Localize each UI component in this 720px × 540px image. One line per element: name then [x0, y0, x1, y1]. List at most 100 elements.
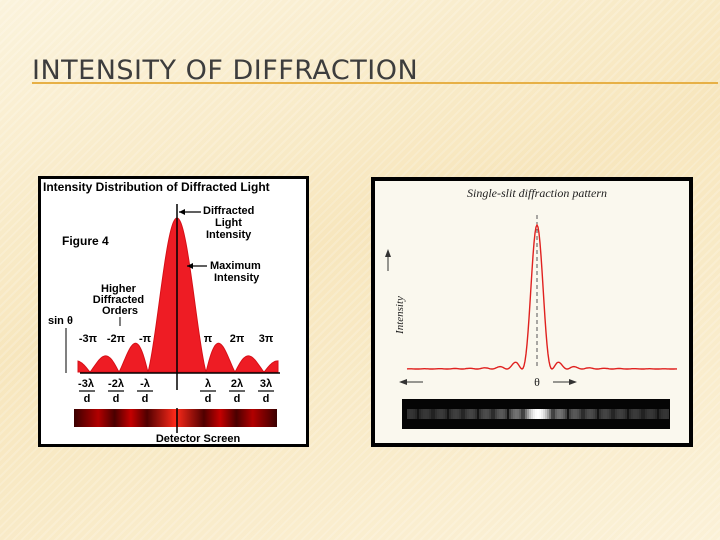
photo-band — [661, 409, 663, 419]
photo-band — [483, 409, 485, 419]
photo-band — [655, 409, 657, 419]
photo-band — [545, 409, 547, 419]
photo-band — [501, 409, 503, 419]
photo-band — [515, 409, 517, 419]
photo-band — [525, 409, 527, 419]
photo-band — [583, 409, 585, 419]
photo-band — [443, 409, 445, 419]
photo-band — [427, 409, 429, 419]
photo-band — [533, 409, 535, 419]
photo-band — [569, 409, 571, 419]
right-figure-title: Single-slit diffraction pattern — [467, 186, 607, 200]
arrowhead-icon — [187, 263, 193, 269]
photo-band — [607, 409, 609, 419]
photo-band — [445, 409, 447, 419]
photo-band — [565, 409, 567, 419]
diffraction-intensity-svg: Intensity Distribution of Diffracted Lig… — [41, 179, 306, 445]
photo-band — [595, 409, 597, 419]
photo-band — [479, 409, 481, 419]
photo-band — [417, 409, 419, 419]
photo-band — [537, 409, 539, 419]
photo-band — [437, 409, 439, 419]
photo-band — [451, 409, 453, 419]
photo-band — [485, 409, 487, 419]
photo-band — [657, 409, 659, 419]
photo-band — [639, 409, 641, 419]
photo-band — [447, 409, 449, 419]
diffracted-intensity-label: Diffracted Light Intensity — [203, 205, 257, 241]
phase-label: -2π — [107, 333, 126, 345]
photo-band — [559, 409, 561, 419]
photo-band — [621, 409, 623, 419]
photo-pattern-bands — [407, 409, 669, 419]
photo-band — [461, 409, 463, 419]
photo-band — [667, 409, 669, 419]
photo-band — [641, 409, 643, 419]
photo-band — [503, 409, 505, 419]
y-axis-label: Intensity — [394, 296, 406, 335]
photo-band — [625, 409, 627, 419]
photo-band — [411, 409, 413, 419]
photo-band — [609, 409, 611, 419]
photo-band — [489, 409, 491, 419]
photo-band — [505, 409, 507, 419]
photo-band — [561, 409, 563, 419]
photo-band — [555, 409, 557, 419]
photo-band — [453, 409, 455, 419]
photo-band — [469, 409, 471, 419]
photo-band — [643, 409, 645, 419]
photo-band — [603, 409, 605, 419]
photo-band — [491, 409, 493, 419]
photo-band — [571, 409, 573, 419]
photo-band — [535, 409, 537, 419]
photo-band — [563, 409, 565, 419]
photo-band — [499, 409, 501, 419]
lambda-numerator: λ — [205, 378, 211, 390]
photo-band — [547, 409, 549, 419]
photo-band — [407, 409, 409, 419]
photo-band — [573, 409, 575, 419]
photo-band — [523, 409, 525, 419]
detector-screen-strip — [74, 409, 277, 427]
phase-label: 2π — [230, 333, 245, 345]
photo-band — [449, 409, 451, 419]
photo-band — [611, 409, 613, 419]
lambda-denominator: d — [142, 393, 149, 405]
photo-band — [549, 409, 551, 419]
photo-band — [517, 409, 519, 419]
photo-band — [459, 409, 461, 419]
y-axis-arrow-icon — [385, 249, 391, 257]
photo-band — [527, 409, 529, 419]
photo-band — [543, 409, 545, 419]
photo-band — [507, 409, 509, 419]
arrowhead-icon — [179, 209, 185, 215]
photo-band — [521, 409, 523, 419]
photo-band — [599, 409, 601, 419]
photo-band — [541, 409, 543, 419]
photo-band — [629, 409, 631, 419]
x-axis-right-arrow-icon — [569, 379, 577, 385]
photo-band — [487, 409, 489, 419]
photo-band — [431, 409, 433, 419]
figure-label: Figure 4 — [62, 234, 109, 248]
photo-band — [651, 409, 653, 419]
photo-band — [531, 409, 533, 419]
lambda-denominator: d — [84, 393, 91, 405]
photo-band — [591, 409, 593, 419]
photo-band — [577, 409, 579, 419]
photo-band — [665, 409, 667, 419]
slide-title: INTENSITY OF DIFFRACTION — [32, 55, 419, 86]
sin-theta-label: sin θ — [48, 315, 73, 327]
photo-band — [539, 409, 541, 419]
phase-label: π — [204, 333, 213, 345]
photo-band — [579, 409, 581, 419]
photo-band — [647, 409, 649, 419]
photo-band — [645, 409, 647, 419]
photo-band — [421, 409, 423, 419]
x-axis-label: θ — [534, 375, 540, 389]
single-slit-pattern-svg: Single-slit diffraction pattern Intensit… — [375, 181, 689, 443]
max-intensity-label: Maximum Intensity — [210, 260, 264, 284]
photo-band — [457, 409, 459, 419]
photo-band — [415, 409, 417, 419]
photo-band — [587, 409, 589, 419]
